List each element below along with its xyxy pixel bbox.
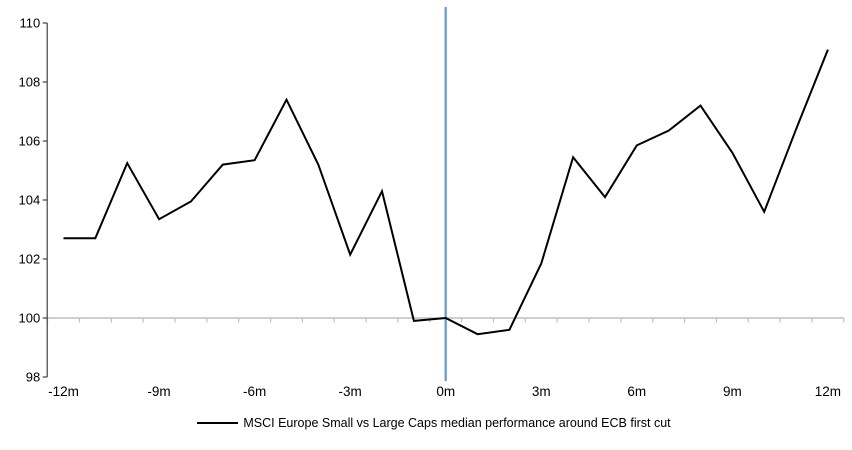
- x-axis-label: -6m: [243, 384, 266, 399]
- x-axis-label: -3m: [339, 384, 362, 399]
- y-axis-label: 102: [18, 252, 40, 267]
- line-chart-svg: 98 100 102 104 106 108 110 -12m -9m -6m -3m 0m 3m 6m 9…: [18, 7, 845, 399]
- x-axis-label: -9m: [147, 384, 170, 399]
- legend: MSCI Europe Small vs Large Caps median p…: [0, 410, 852, 446]
- legend-line-swatch: [197, 422, 239, 424]
- x-axis-label: 9m: [723, 384, 742, 399]
- x-axis-label: 0m: [436, 384, 455, 399]
- x-axis-label: 6m: [627, 384, 646, 399]
- legend-label: MSCI Europe Small vs Large Caps median p…: [243, 416, 671, 430]
- x-axis-label: 3m: [532, 384, 551, 399]
- x-axis-label: -12m: [48, 384, 79, 399]
- y-axis-label: 106: [18, 134, 40, 149]
- y-axis-label: 104: [18, 193, 40, 208]
- y-axis-label: 98: [26, 370, 40, 385]
- y-axis-label: 108: [18, 75, 40, 90]
- plot-area: 98 100 102 104 106 108 110 -12m -9m -6m -3m 0m 3m 6m 9…: [18, 7, 845, 399]
- x-axis-label: 12m: [815, 384, 841, 399]
- y-axis-label: 100: [18, 311, 40, 326]
- legend-entry: MSCI Europe Small vs Large Caps median p…: [197, 416, 671, 430]
- series-line: [63, 49, 829, 336]
- y-axis-label: 110: [19, 16, 40, 31]
